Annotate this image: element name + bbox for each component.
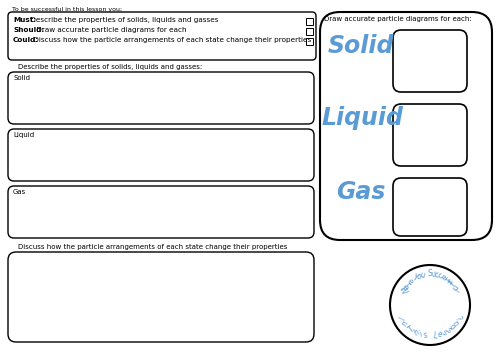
Bar [306, 17, 313, 24]
FancyBboxPatch shape [393, 178, 467, 236]
Text: f: f [449, 280, 458, 289]
Text: Liquid: Liquid [13, 132, 34, 138]
Text: e: e [405, 277, 414, 287]
Text: s: s [444, 275, 452, 284]
Text: Must:: Must: [13, 17, 36, 23]
Text: i: i [418, 330, 423, 339]
Text: n: n [400, 319, 410, 328]
Text: I: I [398, 316, 407, 322]
Text: Discuss how the particle arrangements of each state change their properties: Discuss how the particle arrangements of… [18, 244, 287, 250]
Bar [306, 38, 313, 45]
Text: s: s [446, 277, 455, 286]
Text: o: o [447, 322, 456, 332]
Text: e: e [436, 330, 443, 339]
FancyBboxPatch shape [320, 12, 492, 240]
FancyBboxPatch shape [8, 72, 314, 124]
Text: Gas: Gas [336, 180, 386, 204]
Text: Describe the properties of solids, liquids and gasses:: Describe the properties of solids, liqui… [18, 64, 202, 70]
FancyBboxPatch shape [8, 252, 314, 342]
Text: Describe the properties of solids, liquids and gasses: Describe the properties of solids, liqui… [28, 17, 219, 23]
Text: l: l [453, 287, 462, 293]
Text: Liquid: Liquid [322, 106, 404, 130]
Text: S: S [428, 269, 432, 279]
Text: s: s [422, 331, 428, 341]
Text: Should:: Should: [13, 27, 44, 33]
Text: Y: Y [412, 273, 420, 282]
Text: u: u [431, 269, 436, 279]
Text: h: h [412, 327, 420, 338]
Text: Solid: Solid [328, 34, 394, 58]
Text: To be successful in this lesson you;: To be successful in this lesson you; [12, 7, 122, 12]
Text: ?: ? [452, 315, 462, 323]
Text: Gas: Gas [13, 189, 26, 195]
Text: Draw accurate particle diagrams for each:: Draw accurate particle diagrams for each… [324, 16, 472, 22]
Text: W: W [397, 285, 408, 296]
Bar [306, 28, 313, 34]
Text: o: o [416, 271, 423, 281]
Text: e: e [400, 283, 409, 292]
FancyBboxPatch shape [8, 129, 314, 181]
Text: Solid: Solid [13, 75, 30, 81]
Text: T: T [408, 325, 416, 335]
Text: Draw accurate particle diagrams for each: Draw accurate particle diagrams for each [34, 27, 187, 33]
Text: Discuss how the particle arrangements of each state change their properties: Discuss how the particle arrangements of… [32, 37, 312, 43]
FancyBboxPatch shape [393, 104, 467, 166]
Text: c: c [434, 270, 440, 280]
Text: s: s [444, 325, 452, 335]
FancyBboxPatch shape [8, 186, 314, 238]
Text: L: L [432, 331, 438, 341]
Text: n: n [450, 319, 460, 328]
Text: s: s [440, 328, 448, 337]
Text: u: u [419, 270, 426, 280]
Text: e: e [440, 273, 448, 282]
Text: c: c [438, 271, 444, 281]
Text: r: r [402, 280, 411, 289]
Text: u: u [450, 283, 460, 292]
FancyBboxPatch shape [8, 12, 316, 60]
FancyBboxPatch shape [393, 30, 467, 92]
Text: Could:: Could: [13, 37, 39, 43]
